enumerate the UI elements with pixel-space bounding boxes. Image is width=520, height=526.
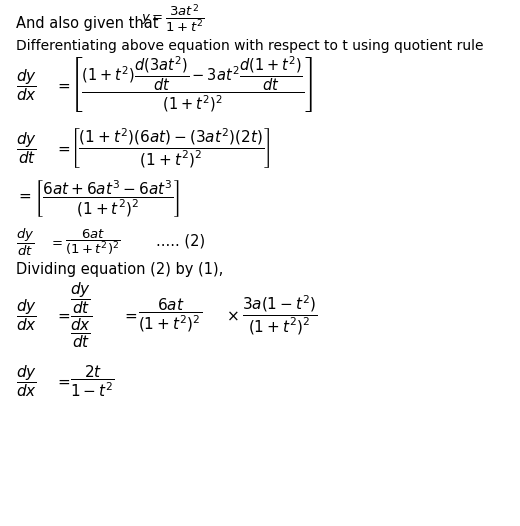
Text: $\left[\dfrac{(1 + t^2)\dfrac{d(3at^2)}{dt} - 3at^2\dfrac{d(1 + t^2)}{dt}}{(1 + : $\left[\dfrac{(1 + t^2)\dfrac{d(3at^2)}{… bbox=[70, 55, 313, 116]
Text: $=$: $=$ bbox=[55, 78, 71, 93]
Text: $=$: $=$ bbox=[55, 308, 71, 323]
Text: $=$: $=$ bbox=[55, 374, 71, 389]
Text: $=$: $=$ bbox=[122, 308, 138, 323]
Text: ..... (2): ..... (2) bbox=[156, 234, 205, 248]
Text: And also given that: And also given that bbox=[16, 16, 163, 31]
Text: $\left[\dfrac{(1 + t^2)(6at) - (3at^2)(2t)}{(1 + t^2)^2}\right]$: $\left[\dfrac{(1 + t^2)(6at) - (3at^2)(2… bbox=[70, 126, 271, 170]
Text: $\dfrac{dy}{dt}$: $\dfrac{dy}{dt}$ bbox=[16, 226, 34, 258]
Text: $=$: $=$ bbox=[49, 236, 63, 248]
Text: $\times$: $\times$ bbox=[226, 308, 239, 323]
Text: $\dfrac{3a(1 - t^2)}{(1 + t^2)^2}$: $\dfrac{3a(1 - t^2)}{(1 + t^2)^2}$ bbox=[242, 294, 318, 337]
Text: Differentiating above equation with respect to t using quotient rule: Differentiating above equation with resp… bbox=[16, 39, 483, 53]
Text: $\dfrac{6at}{(1 + t^2)^2}$: $\dfrac{6at}{(1 + t^2)^2}$ bbox=[138, 297, 202, 335]
Text: $y = \dfrac{3at^2}{1+t^2}$: $y = \dfrac{3at^2}{1+t^2}$ bbox=[141, 2, 205, 34]
Text: $\dfrac{6at}{(1+t^2)^2}$: $\dfrac{6at}{(1+t^2)^2}$ bbox=[65, 227, 121, 257]
Text: $\dfrac{dy}{dx}$: $\dfrac{dy}{dx}$ bbox=[16, 363, 36, 399]
Text: $\dfrac{dy}{dt}$: $\dfrac{dy}{dt}$ bbox=[16, 130, 36, 166]
Text: $\dfrac{2t}{1 - t^2}$: $\dfrac{2t}{1 - t^2}$ bbox=[70, 363, 115, 399]
Text: $\dfrac{dy}{dx}$: $\dfrac{dy}{dx}$ bbox=[16, 67, 36, 103]
Text: $=$: $=$ bbox=[55, 141, 71, 156]
Text: $\dfrac{dy}{dx}$: $\dfrac{dy}{dx}$ bbox=[16, 298, 36, 333]
Text: $= \left[\dfrac{6at + 6at^3 - 6at^3}{(1 + t^2)^2}\right]$: $= \left[\dfrac{6at + 6at^3 - 6at^3}{(1 … bbox=[16, 178, 180, 219]
Text: $\dfrac{\dfrac{dy}{dt}}{\dfrac{dx}{dt}}$: $\dfrac{\dfrac{dy}{dt}}{\dfrac{dx}{dt}}$ bbox=[70, 281, 93, 350]
Text: Dividing equation (2) by (1),: Dividing equation (2) by (1), bbox=[16, 262, 223, 277]
